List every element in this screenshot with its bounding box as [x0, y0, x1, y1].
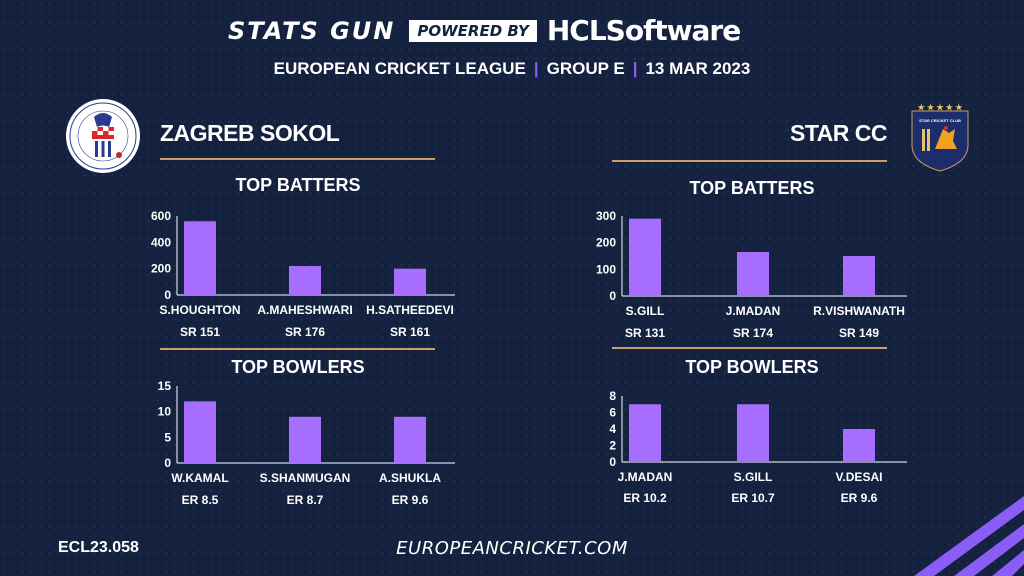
- bar-s-gill: [737, 404, 769, 462]
- y-tick-label: 6: [609, 406, 616, 420]
- y-tick-label: 8: [609, 389, 616, 403]
- match-date: 13 MAR 2023: [645, 59, 751, 78]
- bar-j-madan: [737, 252, 769, 296]
- stats-gun-logo: STATS GUN: [228, 16, 396, 45]
- y-tick-label: 15: [158, 379, 172, 393]
- bar-chart-right-bowlers: 0 2 4 6 8 J.MADAN ER 10.2 S.GILL ER 10.7 V.DESAI E…: [609, 389, 907, 505]
- category-label: R.VISHWANATH: [813, 304, 905, 318]
- bar-v-desai: [843, 429, 875, 462]
- league-name: EUROPEAN CRICKET LEAGUE: [273, 59, 526, 78]
- gold-divider: [612, 347, 887, 349]
- category-label: V.DESAI: [836, 470, 883, 484]
- separator: |: [533, 59, 539, 78]
- sponsor-suffix: Software: [605, 14, 742, 47]
- team-name-left: ZAGREB SOKOL: [160, 120, 340, 146]
- brand-header: STATS GUN POWERED BY HCLSoftware: [0, 14, 1024, 54]
- bar-a-maheshwari: [289, 266, 321, 295]
- category-label: S.GILL: [626, 304, 665, 318]
- stat-sublabel: ER 10.7: [731, 491, 775, 505]
- category-label: A.MAHESHWARI: [257, 303, 352, 317]
- y-tick-label: 200: [596, 236, 616, 250]
- gold-divider: [160, 348, 435, 350]
- y-tick-label: 200: [151, 262, 171, 276]
- svg-text:STAR CRICKET CLUB: STAR CRICKET CLUB: [919, 118, 961, 123]
- website-link[interactable]: EUROPEANCRICKET.COM: [396, 538, 628, 559]
- group-name: GROUP E: [546, 59, 625, 78]
- y-tick-label: 0: [164, 456, 171, 470]
- stat-sublabel: SR 131: [625, 326, 665, 340]
- star-cc-crest-icon: ★ ★ ★ ★ ★ STAR CRICKET CLUB: [911, 103, 969, 172]
- powered-by-badge: POWERED BY: [409, 19, 537, 42]
- zagreb-sokol-crest-icon: [66, 99, 140, 173]
- y-tick-label: 4: [609, 422, 616, 436]
- stat-sublabel: ER 8.5: [182, 493, 219, 507]
- stat-sublabel: ER 10.2: [623, 491, 667, 505]
- bar-j-madan: [629, 404, 661, 462]
- separator: |: [632, 59, 638, 78]
- y-tick-label: 0: [609, 289, 616, 303]
- bar-chart-left-batters: 0 200 400 600 S.HOUGHTON SR 151 A.MAHESHWARI SR…: [151, 209, 455, 339]
- stat-sublabel: ER 9.6: [392, 493, 429, 507]
- stat-sublabel: SR 176: [285, 325, 325, 339]
- section-title-batters: TOP BATTERS: [689, 178, 815, 198]
- stat-sublabel: SR 161: [390, 325, 430, 339]
- stat-sublabel: SR 151: [180, 325, 220, 339]
- bar-w-kamal: [184, 401, 216, 463]
- team-name-right: STAR CC: [789, 120, 888, 146]
- section-title-bowlers: TOP BOWLERS: [231, 357, 365, 377]
- category-label: H.SATHEEDEVI: [366, 303, 454, 317]
- stat-sublabel: SR 174: [733, 326, 773, 340]
- match-code: ECL23.058: [58, 539, 139, 556]
- y-tick-label: 600: [151, 209, 171, 223]
- bar-r-vishwanath: [843, 256, 875, 296]
- category-label: S.HOUGHTON: [159, 303, 240, 317]
- stat-sublabel: SR 149: [839, 326, 879, 340]
- bar-s-shanmugan: [289, 416, 321, 463]
- y-tick-label: 2: [609, 439, 616, 453]
- decorative-stripes: [914, 496, 1024, 576]
- sponsor-prefix: HCL: [546, 14, 607, 47]
- category-label: S.SHANMUGAN: [260, 471, 351, 485]
- svg-text:★ ★ ★ ★ ★: ★ ★ ★ ★ ★: [918, 103, 964, 112]
- gold-divider: [160, 158, 435, 160]
- category-label: A.SHUKLA: [379, 471, 441, 485]
- bar-s-gill: [629, 218, 661, 296]
- stat-sublabel: ER 8.7: [287, 493, 324, 507]
- bar-chart-right-batters: 0 100 200 300 S.GILL SR 131 J.MADAN SR 174 R.VIS…: [596, 209, 907, 340]
- y-tick-label: 0: [609, 455, 616, 469]
- y-tick-label: 10: [158, 405, 172, 419]
- category-label: J.MADAN: [618, 470, 673, 484]
- bar-h-satheedevi: [394, 268, 426, 295]
- stat-sublabel: ER 9.6: [841, 491, 878, 505]
- y-tick-label: 5: [164, 430, 171, 444]
- match-info: EUROPEAN CRICKET LEAGUE | GROUP E | 13 MAR 2…: [0, 59, 1024, 79]
- y-tick-label: 400: [151, 235, 171, 249]
- bar-a-shukla: [394, 416, 426, 463]
- section-title-bowlers: TOP BOWLERS: [685, 357, 819, 377]
- y-tick-label: 0: [164, 288, 171, 302]
- section-title-batters: TOP BATTERS: [235, 175, 361, 195]
- y-tick-label: 100: [596, 262, 616, 276]
- category-label: W.KAMAL: [171, 471, 228, 485]
- gold-divider: [612, 160, 887, 162]
- y-tick-label: 300: [596, 209, 616, 223]
- bar-chart-left-bowlers: 0 5 10 15 W.KAMAL ER 8.5 S.SHANMUGAN ER 8.7 A.SH…: [158, 379, 455, 507]
- category-label: S.GILL: [734, 470, 773, 484]
- category-label: J.MADAN: [726, 304, 781, 318]
- sponsor-logo: HCLSoftware: [546, 14, 742, 47]
- bar-s-houghton: [184, 221, 216, 295]
